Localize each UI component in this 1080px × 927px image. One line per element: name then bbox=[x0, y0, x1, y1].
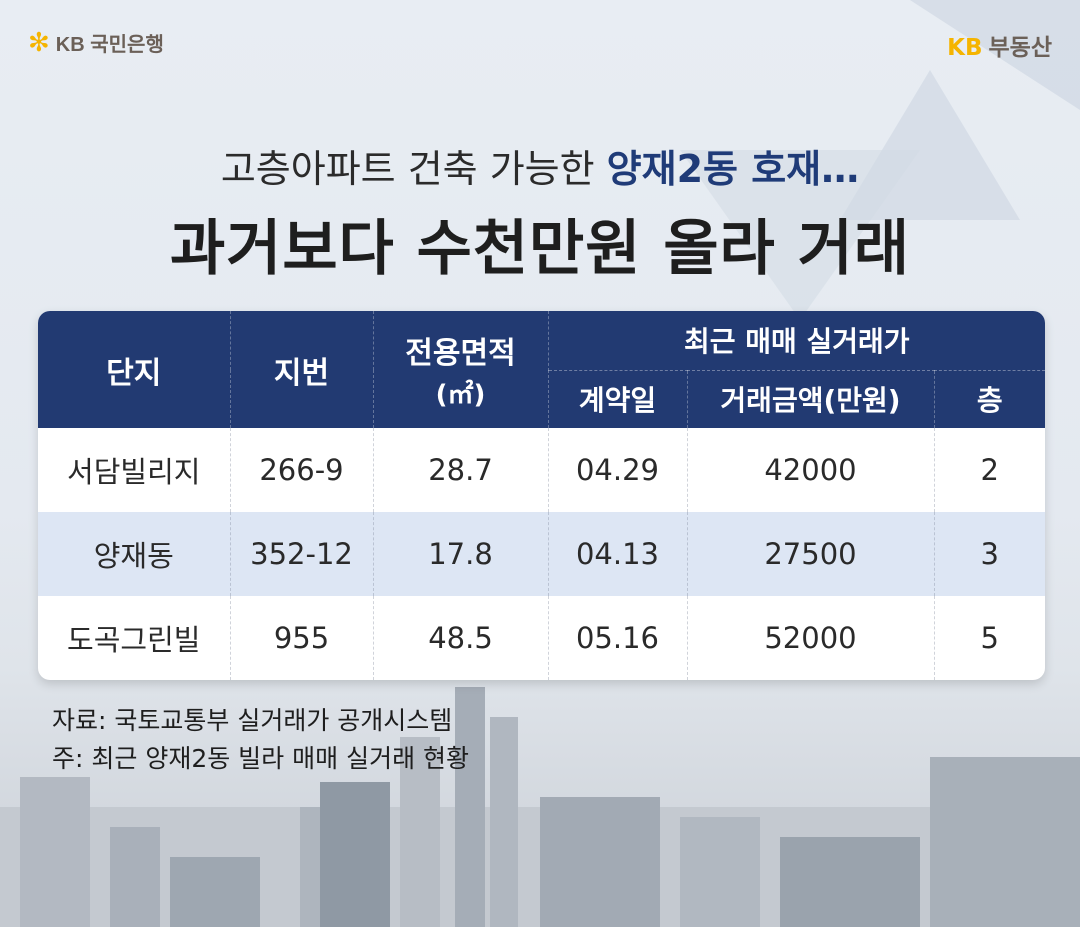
cell-area: 17.8 bbox=[373, 512, 549, 596]
kb-mark: KB bbox=[947, 35, 983, 61]
transactions-table: 단지 지번 전용면적 (㎡) 최근 매매 실거래가 계약일 거래금액(만원) 층… bbox=[38, 311, 1045, 680]
kb-real-estate-logo: KB 부동산 bbox=[947, 28, 1052, 62]
cell-price: 52000 bbox=[687, 596, 935, 680]
header-lot-number: 지번 bbox=[230, 311, 374, 428]
transactions-table-card: 단지 지번 전용면적 (㎡) 최근 매매 실거래가 계약일 거래금액(만원) 층… bbox=[38, 311, 1045, 680]
kb-bank-logo: ✻ KB 국민은행 bbox=[28, 28, 164, 57]
cell-floor: 2 bbox=[980, 453, 999, 487]
headline: 고층아파트 건축 가능한 양재2동 호재… bbox=[0, 138, 1080, 193]
cell-area: 28.7 bbox=[373, 428, 549, 512]
header-floor: 층 bbox=[934, 370, 1045, 428]
headline-highlight: 양재2동 호재… bbox=[606, 147, 860, 191]
cell-lot-number: 955 bbox=[230, 596, 374, 680]
header-area-unit: (㎡) bbox=[435, 380, 486, 410]
cell-floor: 5 bbox=[980, 621, 999, 655]
city-skyline-background bbox=[0, 667, 1080, 927]
header-area: 전용면적 (㎡) bbox=[373, 311, 549, 428]
cell-contract-date: 04.13 bbox=[548, 512, 688, 596]
cell-complex: 도곡그린빌 bbox=[38, 596, 231, 680]
cell-floor: 3 bbox=[934, 512, 1045, 596]
cell-price: 42000 bbox=[687, 428, 935, 512]
header-price: 거래금액(만원) bbox=[687, 370, 935, 428]
table-row: 서담빌리지 266-9 28.7 04.29 42000 2 bbox=[38, 428, 1045, 512]
cell-price: 27500 bbox=[687, 512, 935, 596]
page-title: 과거보다 수천만원 올라 거래 bbox=[169, 214, 911, 284]
cell-complex: 양재동 bbox=[38, 512, 231, 596]
cell-complex: 서담빌리지 bbox=[38, 428, 231, 512]
header-recent-trade-group: 최근 매매 실거래가 bbox=[548, 311, 1045, 371]
cell-contract-date: 04.29 bbox=[548, 428, 688, 512]
cell-contract-date: 05.16 bbox=[548, 596, 688, 680]
footnote: 주: 최근 양재2동 빌라 매매 실거래 현황 bbox=[52, 744, 470, 773]
cell-lot-number: 352-12 bbox=[230, 512, 374, 596]
kb-star-icon: ✻ bbox=[28, 27, 50, 58]
background-triangle bbox=[680, 150, 920, 320]
header-area-label: 전용면적 bbox=[405, 336, 516, 371]
table-row: 양재동 352-12 17.8 04.13 27500 3 bbox=[38, 512, 1045, 596]
cell-area: 48.5 bbox=[373, 596, 549, 680]
table-row: 도곡그린빌 955 48.5 05.16 52000 5 bbox=[38, 596, 1045, 680]
header-complex: 단지 bbox=[38, 311, 231, 428]
source-note: 자료: 국토교통부 실거래가 공개시스템 bbox=[52, 706, 453, 735]
header-contract-date: 계약일 bbox=[548, 370, 688, 428]
kb-bank-logo-text: KB 국민은행 bbox=[55, 34, 164, 56]
headline-prefix: 고층아파트 건축 가능한 bbox=[220, 147, 607, 191]
cell-lot-number: 266-9 bbox=[230, 428, 374, 512]
kb-real-estate-text: 부동산 bbox=[988, 35, 1052, 61]
footnotes: 자료: 국토교통부 실거래가 공개시스템 주: 최근 양재2동 빌라 매매 실거… bbox=[52, 702, 469, 778]
